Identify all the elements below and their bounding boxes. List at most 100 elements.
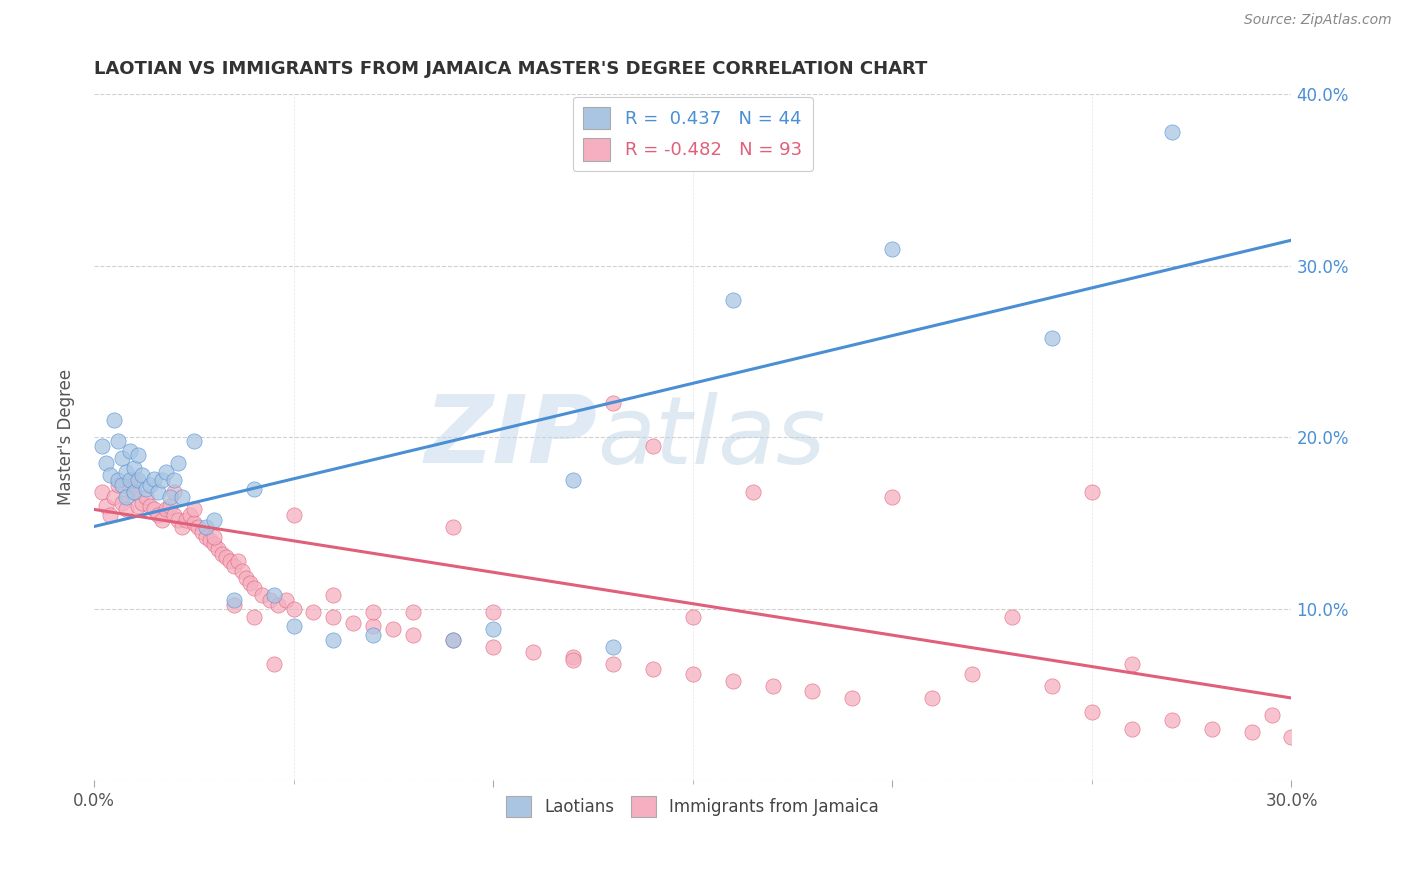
Point: [602, 640, 624, 654]
Point: [98, 468, 121, 483]
Point: [1121, 722, 1143, 736]
Point: [159, 491, 181, 505]
Point: [135, 482, 157, 496]
Point: [107, 478, 129, 492]
Point: [322, 588, 344, 602]
Point: [122, 485, 145, 500]
Point: [242, 581, 264, 595]
Point: [163, 473, 186, 487]
Point: [721, 673, 744, 688]
Point: [250, 588, 273, 602]
Point: [1160, 125, 1182, 139]
Point: [235, 571, 257, 585]
Point: [1040, 331, 1063, 345]
Point: [150, 513, 173, 527]
Point: [159, 499, 181, 513]
Point: [402, 605, 425, 619]
Point: [302, 605, 325, 619]
Point: [641, 662, 664, 676]
Point: [142, 502, 165, 516]
Point: [602, 657, 624, 671]
Point: [441, 632, 464, 647]
Point: [174, 513, 197, 527]
Point: [139, 499, 162, 513]
Point: [127, 473, 149, 487]
Point: [139, 478, 162, 492]
Point: [441, 519, 464, 533]
Point: [166, 513, 188, 527]
Point: [1201, 722, 1223, 736]
Point: [561, 649, 583, 664]
Point: [183, 502, 205, 516]
Point: [363, 619, 385, 633]
Point: [122, 473, 145, 487]
Point: [194, 530, 217, 544]
Point: [190, 524, 212, 539]
Point: [163, 485, 186, 500]
Point: [682, 667, 704, 681]
Point: [441, 632, 464, 647]
Point: [122, 461, 145, 475]
Point: [194, 519, 217, 533]
Point: [561, 653, 583, 667]
Point: [187, 519, 209, 533]
Point: [266, 599, 288, 613]
Point: [761, 679, 783, 693]
Y-axis label: Master's Degree: Master's Degree: [58, 369, 75, 506]
Point: [841, 691, 863, 706]
Point: [1240, 725, 1263, 739]
Point: [322, 632, 344, 647]
Point: [127, 499, 149, 513]
Point: [522, 645, 544, 659]
Point: [322, 610, 344, 624]
Point: [98, 508, 121, 522]
Point: [263, 657, 285, 671]
Point: [183, 516, 205, 530]
Point: [218, 554, 240, 568]
Point: [641, 439, 664, 453]
Point: [90, 439, 112, 453]
Point: [274, 593, 297, 607]
Point: [146, 485, 169, 500]
Point: [402, 627, 425, 641]
Point: [482, 605, 505, 619]
Point: [183, 434, 205, 448]
Point: [94, 499, 117, 513]
Point: [602, 396, 624, 410]
Point: [115, 502, 138, 516]
Point: [170, 491, 193, 505]
Point: [115, 491, 138, 505]
Point: [882, 242, 904, 256]
Point: [283, 508, 305, 522]
Point: [103, 413, 125, 427]
Point: [111, 495, 134, 509]
Point: [363, 605, 385, 619]
Point: [1260, 708, 1282, 723]
Point: [1121, 657, 1143, 671]
Point: [166, 456, 188, 470]
Point: [1001, 610, 1024, 624]
Point: [118, 482, 141, 496]
Point: [561, 473, 583, 487]
Point: [115, 465, 138, 479]
Point: [882, 491, 904, 505]
Point: [231, 564, 253, 578]
Point: [239, 576, 262, 591]
Point: [1040, 679, 1063, 693]
Point: [142, 471, 165, 485]
Point: [960, 667, 983, 681]
Point: [150, 473, 173, 487]
Point: [170, 519, 193, 533]
Point: [214, 550, 236, 565]
Point: [1281, 731, 1303, 745]
Point: [482, 640, 505, 654]
Text: Source: ZipAtlas.com: Source: ZipAtlas.com: [1244, 13, 1392, 28]
Point: [118, 444, 141, 458]
Point: [1081, 705, 1104, 719]
Point: [103, 491, 125, 505]
Point: [163, 508, 186, 522]
Point: [283, 602, 305, 616]
Text: ZIP: ZIP: [425, 392, 598, 483]
Point: [283, 619, 305, 633]
Text: atlas: atlas: [598, 392, 825, 483]
